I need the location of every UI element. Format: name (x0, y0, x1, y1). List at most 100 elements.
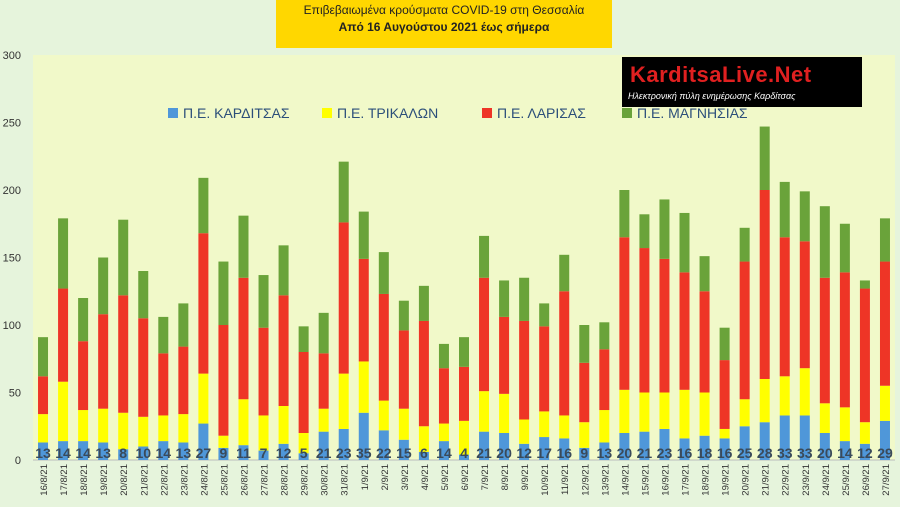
bar-segment-3 (559, 291, 570, 416)
x-tick-label: 28/8/21 (280, 464, 291, 496)
bar-segment-3 (479, 277, 490, 392)
bar-segment-1 (599, 442, 610, 460)
x-tick-label: 3/9/21 (400, 464, 411, 490)
bar-segment-3 (158, 353, 169, 416)
bar-segment-1 (198, 423, 209, 460)
bar-segment-4 (158, 316, 169, 354)
bar-segment-2 (499, 393, 510, 433)
data-label: 16 (717, 445, 733, 461)
bar-segment-3 (659, 258, 670, 393)
bar-segment-3 (218, 325, 229, 436)
data-label: 4 (460, 445, 468, 461)
bar-segment-1 (378, 430, 389, 460)
bar-segment-1 (338, 428, 349, 460)
data-label: 17 (536, 445, 552, 461)
bar-segment-4 (719, 327, 730, 361)
data-label: 22 (376, 445, 392, 461)
bar-segment-2 (258, 415, 269, 451)
data-label: 13 (95, 445, 111, 461)
bar-segment-3 (639, 248, 650, 393)
data-label: 33 (797, 445, 813, 461)
bar-segment-2 (619, 389, 630, 433)
bar-segment-4 (198, 177, 209, 234)
x-tick-label: 8/9/21 (500, 464, 511, 490)
x-tick-label: 27/9/21 (881, 464, 892, 496)
bar-segment-2 (859, 422, 870, 444)
bar-segment-2 (118, 412, 129, 450)
data-label: 14 (156, 445, 172, 461)
bar-segment-1 (839, 441, 850, 460)
bar-segment-4 (779, 181, 790, 238)
bar-segment-2 (138, 416, 149, 447)
bar-segment-4 (98, 257, 109, 315)
x-tick-label: 27/8/21 (260, 464, 271, 496)
bar-segment-4 (398, 300, 409, 331)
bar-segment-3 (519, 320, 530, 420)
logo-tagline: Ηλεκτρονική πύλη ενημέρωσης Καρδίτσας (628, 91, 796, 101)
x-tick-label: 24/9/21 (821, 464, 832, 496)
bar-segment-2 (679, 389, 690, 439)
x-tick-label: 14/9/21 (620, 464, 631, 496)
bar-segment-4 (679, 212, 690, 273)
data-label: 14 (436, 445, 452, 461)
bar-segment-4 (819, 206, 830, 278)
bar-segment-1 (679, 438, 690, 460)
chart-title: Επιβεβαιωμένα κρούσματα COVID-19 στη Θεσ… (303, 3, 585, 17)
bar-segment-2 (298, 433, 309, 454)
bar-segment-4 (839, 223, 850, 273)
data-label: 8 (119, 445, 127, 461)
bar-segment-3 (98, 314, 109, 409)
bar-segment-3 (799, 241, 810, 369)
data-label: 25 (737, 445, 753, 461)
bar-segment-1 (659, 428, 670, 460)
data-label: 16 (677, 445, 693, 461)
data-label: 20 (496, 445, 512, 461)
bar-segment-3 (398, 330, 409, 409)
data-label: 6 (420, 445, 428, 461)
bar-segment-3 (378, 293, 389, 401)
x-tick-label: 25/8/21 (219, 464, 230, 496)
x-tick-label: 25/9/21 (841, 464, 852, 496)
x-tick-label: 9/9/21 (520, 464, 531, 490)
bar-segment-2 (739, 399, 750, 427)
bar-segment-1 (739, 426, 750, 460)
y-tick-label: 100 (3, 320, 21, 332)
bar-segment-1 (438, 441, 449, 460)
bar-segment-3 (619, 237, 630, 390)
bar-segment-3 (679, 272, 690, 390)
bar-segment-2 (58, 381, 69, 442)
data-label: 23 (657, 445, 673, 461)
bar-segment-1 (278, 443, 289, 460)
bar-segment-1 (719, 438, 730, 460)
y-tick-label: 250 (3, 118, 21, 130)
data-label: 7 (260, 445, 268, 461)
bar-segment-2 (559, 415, 570, 439)
bar-segment-1 (238, 445, 249, 460)
bar-segment-4 (539, 303, 550, 327)
x-tick-label: 22/8/21 (159, 464, 170, 496)
bar-segment-2 (198, 373, 209, 424)
bar-segment-3 (138, 318, 149, 417)
bar-segment-4 (378, 252, 389, 294)
bar-segment-4 (338, 161, 349, 223)
data-label: 18 (697, 445, 713, 461)
data-label: 14 (75, 445, 91, 461)
data-label: 16 (556, 445, 572, 461)
data-label: 12 (276, 445, 292, 461)
bar-segment-1 (318, 431, 329, 460)
bar-segment-4 (519, 277, 530, 321)
bar-segment-3 (859, 288, 870, 423)
bar-segment-4 (759, 126, 770, 190)
bar-segment-3 (258, 327, 269, 416)
bar-segment-3 (198, 233, 209, 374)
bar-segment-1 (819, 433, 830, 460)
bar-segment-4 (639, 214, 650, 249)
bar-segment-4 (258, 275, 269, 328)
x-tick-label: 31/8/21 (340, 464, 351, 496)
x-tick-label: 10/9/21 (540, 464, 551, 496)
data-label: 29 (877, 445, 893, 461)
x-tick-label: 6/9/21 (460, 464, 471, 490)
bar-segment-4 (118, 219, 129, 296)
bar-segment-2 (398, 408, 409, 440)
bar-segment-3 (298, 352, 309, 433)
